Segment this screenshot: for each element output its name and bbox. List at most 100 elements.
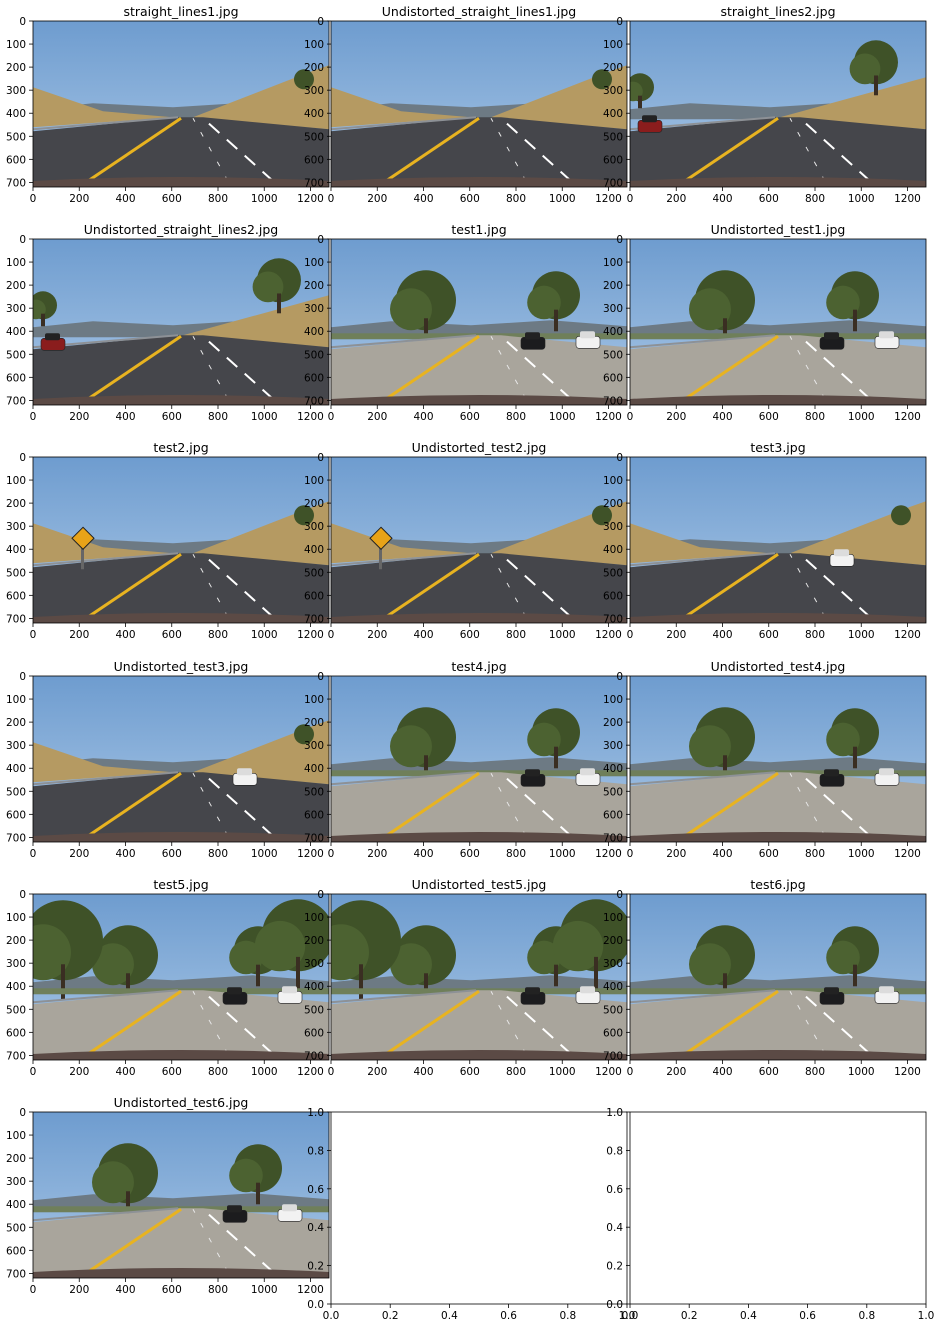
center-dash (490, 118, 527, 182)
y-tick-label: 700 (603, 395, 623, 407)
axes-frame (330, 675, 628, 843)
y-tick-label: 200 (6, 62, 26, 74)
x-tick-label: 1000 (251, 411, 278, 423)
y-tick-label: 400 (603, 326, 623, 338)
x-tick-label: 800 (208, 1066, 228, 1078)
axes-frame (32, 20, 330, 188)
road-image (33, 676, 329, 842)
x-tick-label: 1000 (848, 411, 875, 423)
car-hood (331, 177, 627, 187)
left-hill (33, 87, 173, 128)
y-tick-label: 200 (603, 717, 623, 729)
white-lane-line (202, 772, 274, 837)
x-tick-label: 800 (506, 411, 526, 423)
x-tick-label: 400 (115, 1284, 135, 1296)
y-tick-label: 300 (6, 740, 26, 752)
y-tick-label: 700 (304, 1050, 324, 1062)
y-tick-label: 0.8 (606, 1145, 623, 1157)
y-tick-label: 0.4 (307, 1222, 324, 1234)
x-tick-label: 0 (328, 411, 335, 423)
y-tick-label: 0 (19, 234, 26, 246)
y-tick-label: 200 (304, 935, 324, 947)
subplot-16: 0 200 400 600 800 1000 1200 0 100 200 300 400 500 600… (6, 1095, 330, 1296)
car-0-roof (824, 987, 839, 995)
y-tick-label: 200 (6, 1153, 26, 1165)
y-tick-label: 400 (6, 1199, 26, 1211)
car-hood (331, 395, 627, 405)
car-hood (33, 1050, 329, 1060)
barrier (33, 552, 179, 567)
barrier (331, 116, 477, 131)
y-tick-label: 100 (6, 257, 26, 269)
yellow-lane-line (87, 117, 182, 183)
car-1-roof (879, 768, 894, 776)
subplot-title: Undistorted_straight_lines2.jpg (84, 222, 279, 237)
barrier (630, 552, 776, 567)
subplot-title: Undistorted_test1.jpg (711, 222, 846, 237)
x-tick-label: 1000 (251, 193, 278, 205)
axes-frame (629, 893, 927, 1061)
road-image (331, 676, 627, 842)
x-tick-label: 600 (759, 848, 779, 860)
tree-r-b (527, 285, 561, 320)
subplot-5: 0 200 400 600 800 1000 12000100200300400500600… (304, 222, 628, 423)
subplot-title: test3.jpg (750, 440, 805, 455)
x-tick-label: 0 (627, 193, 634, 205)
road (33, 772, 329, 842)
y-tick-label: 600 (603, 1027, 623, 1039)
left-hill (331, 87, 471, 128)
tree-r-b (849, 53, 881, 85)
yellow-lane-line (87, 1208, 182, 1274)
trunk-big (723, 755, 727, 783)
y-tick-label: 0.2 (606, 1261, 623, 1273)
x-tick-label: 1000 (848, 193, 875, 205)
x-tick-label: 1000 (848, 1066, 875, 1078)
road-image (33, 21, 329, 187)
car-0-roof (525, 332, 540, 340)
x-tick-label: 1200 (297, 193, 324, 205)
x-tick-label: 800 (805, 629, 825, 641)
y-tick-label: 500 (6, 131, 26, 143)
right-field (183, 295, 329, 348)
center-dash (192, 336, 229, 400)
white-lane-line (500, 335, 572, 400)
y-tick-label: 100 (603, 39, 623, 51)
car-hood (33, 395, 329, 405)
center-dash (192, 1209, 229, 1273)
x-tick-label: 400 (712, 1066, 732, 1078)
y-tick-label: 700 (6, 395, 26, 407)
y-tick-label: 0 (19, 452, 26, 464)
x-tick-label: 600 (460, 193, 480, 205)
y-tick-label: 0 (19, 16, 26, 28)
white-lane-line (202, 335, 274, 400)
y-tick-label: 100 (304, 39, 324, 51)
y-tick-label: 0 (317, 671, 324, 683)
road-image (33, 1112, 329, 1278)
yellow-lane-line (385, 990, 480, 1056)
y-tick-label: 100 (6, 912, 26, 924)
subplot-title: straight_lines2.jpg (720, 4, 835, 19)
x-tick-label: 1200 (297, 848, 324, 860)
x-tick-label: 0.0 (622, 1310, 639, 1322)
y-tick-label: 200 (603, 498, 623, 510)
car-hood (630, 395, 926, 405)
y-tick-label: 100 (6, 1130, 26, 1142)
x-tick-label: 600 (162, 411, 182, 423)
tree-big-b (689, 288, 731, 331)
bush (294, 505, 314, 526)
car-1-roof (580, 986, 595, 994)
y-tick-label: 100 (603, 694, 623, 706)
y-tick-label: 0 (616, 889, 623, 901)
tree-big-b (689, 943, 731, 986)
road-image (331, 894, 627, 1060)
tree-right-b (552, 920, 604, 972)
x-tick-label: 1200 (595, 193, 622, 205)
trunk-r (554, 746, 558, 769)
trunk-right (296, 956, 300, 990)
y-tick-label: 600 (603, 809, 623, 821)
y-tick-label: 700 (6, 1268, 26, 1280)
trunk-l (41, 313, 45, 327)
y-tick-label: 200 (6, 280, 26, 292)
road (33, 117, 329, 187)
tree-r-b (252, 271, 284, 303)
